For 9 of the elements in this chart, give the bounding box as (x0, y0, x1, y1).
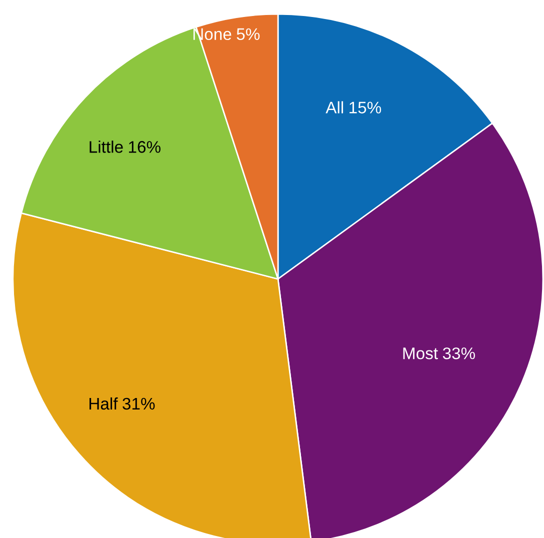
data-label: 33% (442, 347, 475, 360)
slice-label: All (326, 101, 344, 114)
data-label: 16% (129, 141, 160, 153)
data-label: 31% (122, 398, 155, 410)
data-label: 15% (350, 102, 382, 114)
slice-label: Little (90, 140, 123, 153)
data-label: 5% (236, 28, 260, 40)
slice-label: Half (90, 397, 118, 410)
slice-label: Most (403, 348, 438, 360)
